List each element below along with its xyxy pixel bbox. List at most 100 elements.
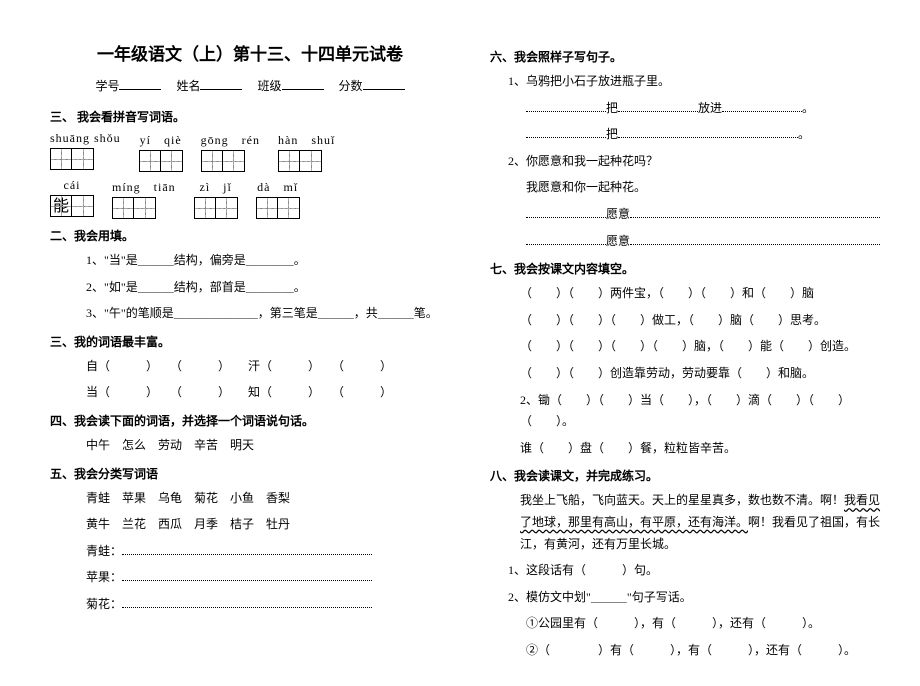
tian-box[interactable] [300,150,322,172]
name-blank[interactable] [200,78,242,90]
pinyin-group: míng tiān [112,178,176,219]
fill-line[interactable]: 3、"午"的笔顺是＿＿＿＿＿＿＿，第三笔是＿＿＿，共＿＿＿笔。 [86,303,450,325]
section-2-items: 1、"当"是＿＿＿结构，偏旁是＿＿＿＿。 2、"如"是＿＿＿结构，部首是＿＿＿＿。… [68,250,450,325]
vocab-row[interactable]: 自（ ） （ ） 汗（ ） （ ） [86,356,450,378]
pinyin-group: dà mǐ [256,178,300,219]
cloze-line[interactable]: （ ）（ ）两件宝，（ ）（ ）和（ ）脑 [520,283,890,305]
blank[interactable] [526,233,606,245]
id-label: 学号 [95,79,119,93]
s6-item2: 2、你愿意和我一起种花吗？ [508,151,890,173]
tian-boxes[interactable] [112,197,176,219]
tian-box[interactable] [223,150,245,172]
tian-boxes[interactable] [139,150,183,172]
s6-item2b: 我愿意和你一起种花。 [526,177,890,199]
fill-line[interactable]: 1、"当"是＿＿＿结构，偏旁是＿＿＿＿。 [86,250,450,272]
category-label: 菊花： [86,597,122,611]
s5-line2: 黄牛 兰花 西瓜 月季 桔子 牡丹 [86,514,450,536]
tian-box[interactable] [278,150,300,172]
pinyin-text: gōng rén [201,131,260,148]
tian-box[interactable] [112,197,134,219]
text: 放进 [698,101,722,115]
exam-title: 一年级语文（上）第十三、十四单元试卷 [50,40,450,65]
section-1-heading: 三、 我会看拼音写词语。 [50,108,450,125]
category-label: 青蛙： [86,544,122,558]
pinyin-group: hàn shuǐ [278,131,335,172]
section-6-heading: 六、我会照样子写句子。 [490,48,890,65]
pinyin-row-2: cái 能 míng tiān zì jǐ dà mǐ [50,178,450,219]
text: 把 [606,127,618,141]
cloze-line[interactable]: 谁（ ）盘（ ）餐，粒粒皆辛苦。 [520,438,890,460]
s6-item1: 1、乌鸦把小石子放进瓶子里。 [508,71,890,93]
tian-boxes[interactable] [201,150,260,172]
p1a: 我坐上飞船，飞向蓝天。天上的星星真多，数也数不清。啊！ [520,493,844,507]
vocab-row[interactable]: 当（ ） （ ） 知（ ） （ ） [86,382,450,404]
meta-line: 学号 姓名 班级 分数 [50,77,450,94]
pinyin-text: cái [50,178,94,193]
category-label: 苹果： [86,570,122,584]
section-2-heading: 二、我会用填。 [50,227,450,244]
category-blank[interactable] [122,596,372,608]
tian-box[interactable] [161,150,183,172]
tian-box[interactable] [134,197,156,219]
tian-box[interactable] [72,148,94,170]
tian-box[interactable] [278,197,300,219]
tian-box[interactable] [256,197,278,219]
section-3-heading: 三、我的词语最丰富。 [50,333,450,350]
tian-box-filled: 能 [50,195,72,217]
cloze-line[interactable]: （ ）（ ）创造靠劳动，劳动要靠（ ）和脑。 [520,363,890,385]
score-blank[interactable] [363,78,405,90]
right-column: 六、我会照样子写句子。 1、乌鸦把小石子放进瓶子里。 把放进。 把。 2、你愿意… [490,40,890,666]
pinyin-row-1: shuāng shǒu yí qiè gōng rén hàn shuǐ [50,131,450,172]
section-8-passage: 我坐上飞船，飞向蓝天。天上的星星真多，数也数不清。啊！我看见了地球，那里有高山，… [520,490,890,555]
pinyin-text: dà mǐ [256,178,300,195]
text: 把 [606,101,618,115]
blank[interactable] [618,100,698,112]
section-5-categories: 青蛙： 苹果： 菊花： [50,541,450,616]
blank[interactable] [526,100,606,112]
tian-box[interactable] [72,195,94,217]
id-blank[interactable] [119,78,161,90]
tian-box[interactable] [216,197,238,219]
pinyin-text: shuāng shǒu [50,131,121,146]
pinyin-group: zì jǐ [194,178,238,219]
section-3-rows: 自（ ） （ ） 汗（ ） （ ） 当（ ） （ ） 知（ ） （ ） [68,356,450,404]
tian-boxes[interactable] [256,197,300,219]
pinyin-text: míng tiān [112,178,176,195]
name-label: 姓名 [176,79,200,93]
pinyin-group: cái 能 [50,178,94,219]
tian-boxes[interactable] [50,148,121,170]
s6-template1: 把放进。 [526,98,890,120]
section-4-words: 中午 怎么 劳动 辛苦 明天 [86,435,450,457]
class-blank[interactable] [282,78,324,90]
cloze-line[interactable]: 2、锄（ ）（ ）当（ ），（ ）滴（ ）（ ）（ ）。 [520,390,890,433]
category-line[interactable]: 菊花： [86,594,450,616]
pinyin-group: yí qiè [139,131,183,172]
s5-line1: 青蛙 苹果 乌龟 菊花 小鱼 香梨 [86,488,450,510]
s6-template1b: 把。 [526,124,890,146]
category-line[interactable]: 青蛙： [86,541,450,563]
blank[interactable] [526,206,606,218]
cloze-line[interactable]: （ ）（ ）（ ）做工，（ ）脑（ ）思考。 [520,310,890,332]
category-blank[interactable] [122,569,372,581]
tian-box[interactable] [201,150,223,172]
section-7-heading: 七、我会按课文内容填空。 [490,260,890,277]
tian-boxes[interactable] [194,197,238,219]
section-7-lines: （ ）（ ）两件宝，（ ）（ ）和（ ）脑 （ ）（ ）（ ）做工，（ ）脑（ ）… [490,283,890,459]
tian-box[interactable] [139,150,161,172]
category-blank[interactable] [122,543,372,555]
fill-line[interactable]: 2、"如"是＿＿＿结构，部首是＿＿＿＿。 [86,277,450,299]
category-line[interactable]: 苹果： [86,567,450,589]
tian-boxes[interactable] [278,150,335,172]
blank[interactable] [722,100,802,112]
blank[interactable] [630,206,880,218]
pinyin-text: hàn shuǐ [278,131,335,148]
tian-boxes[interactable]: 能 [50,195,94,217]
tian-box[interactable] [194,197,216,219]
blank[interactable] [630,233,880,245]
score-label: 分数 [339,79,363,93]
blank[interactable] [618,126,798,138]
class-label: 班级 [258,79,282,93]
tian-box[interactable] [50,148,72,170]
blank[interactable] [526,126,606,138]
cloze-line[interactable]: （ ）（ ）（ ）（ ）脑，（ ）能（ ）创造。 [520,336,890,358]
